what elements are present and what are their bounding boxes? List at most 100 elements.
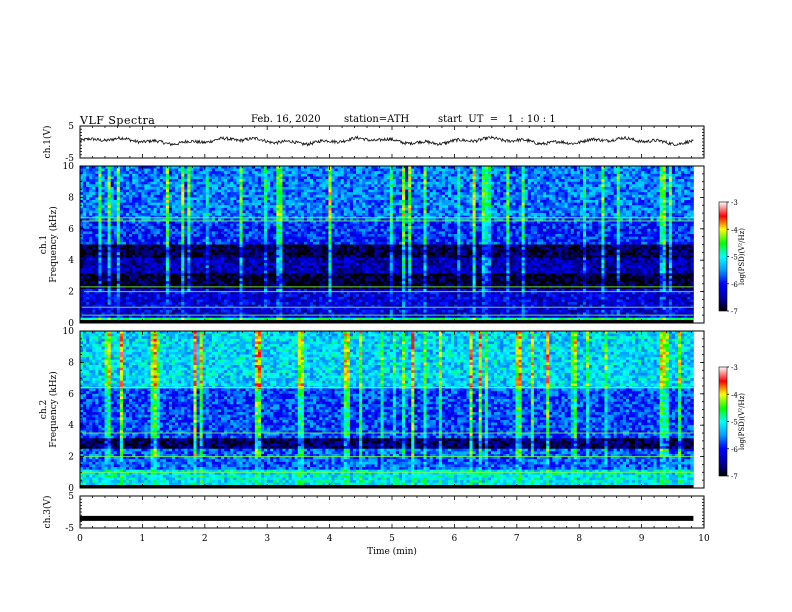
spectrogram-cell xyxy=(546,184,550,188)
spectrogram-cell xyxy=(386,228,391,232)
spectrogram-cell xyxy=(153,189,158,193)
spectrogram-cell xyxy=(297,192,302,196)
spectrogram-cell xyxy=(297,179,302,183)
spectrogram-cell xyxy=(494,179,498,183)
spectrogram-cell xyxy=(352,215,357,219)
spectrogram-cell xyxy=(205,189,210,193)
spectrogram-cell xyxy=(527,189,532,193)
spectrogram-cell xyxy=(487,166,492,170)
spectrogram-cell xyxy=(586,197,590,201)
spectrogram-cell xyxy=(441,218,446,222)
spectrogram-cell xyxy=(582,218,587,222)
spectrogram-cell xyxy=(601,173,605,177)
spectrogram-cell xyxy=(472,197,477,201)
spectrogram-cell xyxy=(647,176,651,180)
spectrogram-cell xyxy=(181,210,185,214)
spectrogram-cell xyxy=(199,202,204,206)
spectrogram-cell xyxy=(684,210,688,214)
spectrogram-cell xyxy=(518,205,523,209)
spectrogram-cell xyxy=(435,171,440,175)
spectrogram-cell xyxy=(374,189,378,193)
spectrogram-cell xyxy=(178,179,182,183)
spectrogram-cell xyxy=(503,228,507,232)
spectrogram-cell xyxy=(484,207,489,211)
spectrogram-cell xyxy=(533,171,538,175)
spectrogram-cell xyxy=(423,192,427,196)
spectrogram-cell xyxy=(506,218,510,222)
spectrogram-cell xyxy=(113,189,118,193)
spectrogram-cell xyxy=(589,218,593,222)
spectrogram-cell xyxy=(273,166,277,170)
spectrogram-cell xyxy=(668,176,673,180)
spectrogram-cell xyxy=(678,171,682,175)
spectrogram-cell xyxy=(288,168,293,172)
spectrogram-cell xyxy=(543,213,547,217)
spectrogram-cell xyxy=(156,179,161,183)
spectrogram-cell xyxy=(380,226,385,230)
spectrogram-cell xyxy=(494,220,498,224)
spectrogram-cell xyxy=(497,179,501,183)
spectrogram-cell xyxy=(257,194,262,198)
spectrogram-cell xyxy=(398,218,403,222)
spectrogram-cell xyxy=(625,171,630,175)
spectrogram-cell xyxy=(423,210,427,214)
spectrogram-cell xyxy=(233,171,237,175)
spectrogram-cell xyxy=(193,189,197,193)
spectrogram-cell xyxy=(426,213,431,217)
spectrogram-cell xyxy=(187,194,191,198)
spectrogram-cell xyxy=(175,173,179,177)
spectrogram-cell xyxy=(251,194,256,198)
spectrogram-cell xyxy=(555,200,559,204)
spectrogram-cell xyxy=(141,197,145,201)
spectrogram-cell xyxy=(457,184,461,188)
spectrogram-cell xyxy=(316,189,320,193)
spectrogram-cell xyxy=(184,213,188,217)
spectrogram-cell xyxy=(98,166,102,170)
spectrogram-cell xyxy=(402,179,406,183)
spectrogram-cell xyxy=(383,210,388,214)
spectrogram-cell xyxy=(451,215,455,219)
spectrogram-cell xyxy=(690,223,694,227)
spectrogram-cell xyxy=(214,200,219,204)
spectrogram-cell xyxy=(343,184,348,188)
spectrogram-cell xyxy=(368,192,372,196)
spectrogram-cell xyxy=(509,173,513,177)
spectrogram-cell xyxy=(582,186,587,190)
spectrogram-cell xyxy=(251,228,256,232)
spectrogram-cell xyxy=(178,210,182,214)
spectrogram-cell xyxy=(322,176,326,180)
spectrogram-cell xyxy=(628,218,633,222)
spectrogram-cell xyxy=(389,215,394,219)
spectrogram-cell xyxy=(484,194,489,198)
spectrogram-cell xyxy=(576,207,581,211)
spectrogram-cell xyxy=(579,166,584,170)
spectrogram-cell xyxy=(95,223,99,227)
spectrogram-cell xyxy=(337,176,342,180)
spectrogram-cell xyxy=(598,218,602,222)
spectrogram-cell xyxy=(632,218,636,222)
spectrogram-cell xyxy=(518,192,523,196)
spectrogram-cell xyxy=(506,192,510,196)
spectrogram-cell xyxy=(543,202,547,206)
spectrogram-cell xyxy=(564,207,569,211)
spectrogram-cell xyxy=(334,223,339,227)
spectrogram-cell xyxy=(288,226,293,230)
spectrogram-cell xyxy=(273,186,277,190)
spectrogram-cell xyxy=(684,176,688,180)
spectrogram-cell xyxy=(156,210,161,214)
spectrogram-cell xyxy=(313,168,317,172)
spectrogram-cell xyxy=(644,200,648,204)
spectrogram-cell xyxy=(141,194,145,198)
spectrogram-cell xyxy=(616,181,621,185)
spectrogram-cell xyxy=(546,192,550,196)
spectrogram-cell xyxy=(95,197,99,201)
spectrogram-cell xyxy=(126,213,130,217)
spectrogram-cell xyxy=(601,166,605,170)
spectrogram-cell xyxy=(650,176,654,180)
spectrogram-cell xyxy=(227,205,231,209)
spectrogram-cell xyxy=(251,223,256,227)
spectrogram-cell xyxy=(184,166,188,170)
spectrogram-cell xyxy=(432,176,437,180)
spectrogram-cell xyxy=(592,200,596,204)
spectrogram-cell xyxy=(343,226,348,230)
